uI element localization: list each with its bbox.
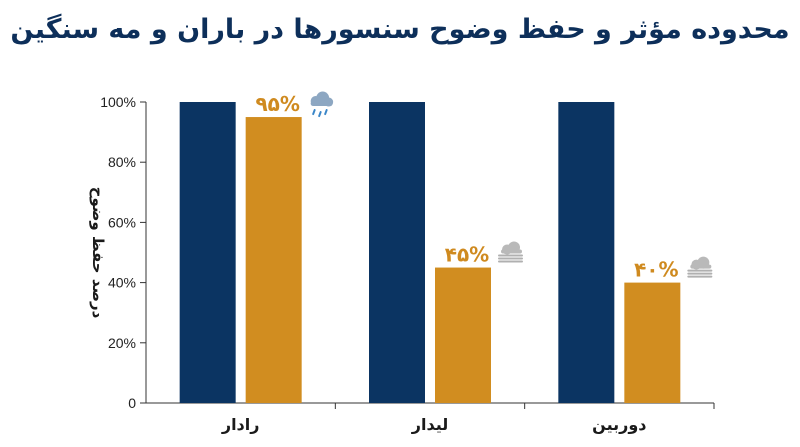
bar-series-0-0 (179, 102, 236, 403)
x-category-label: رادار (221, 415, 260, 434)
x-category-label: دوربین (592, 415, 646, 434)
chart-title: محدوده مؤثر و حفظ وضوح سنسورها در باران … (10, 14, 790, 45)
y-tick-label: 80% (108, 154, 136, 170)
y-axis-label: درصد حفظ وضوح (89, 187, 107, 319)
y-tick-label: 0 (128, 395, 136, 411)
x-category-label: لیدار (411, 415, 448, 434)
y-tick-label: 60% (108, 214, 136, 230)
fog-icon (687, 256, 713, 278)
y-tick-label: 20% (108, 335, 136, 351)
data-label: ۴۰% (634, 258, 678, 282)
bar-series-0-2 (558, 102, 615, 403)
data-label: ۹۵% (255, 92, 299, 116)
y-tick-label: 100% (100, 94, 136, 110)
rain-cloud-icon (310, 91, 334, 118)
bar-series-1-2 (624, 282, 681, 403)
y-tick-label: 40% (108, 275, 136, 291)
bar-series-1-1 (435, 267, 491, 403)
bar-series-0-1 (369, 102, 425, 403)
bar-series-1-0 (245, 117, 302, 404)
fog-icon (498, 241, 523, 263)
data-label: ۴۵% (445, 243, 489, 267)
